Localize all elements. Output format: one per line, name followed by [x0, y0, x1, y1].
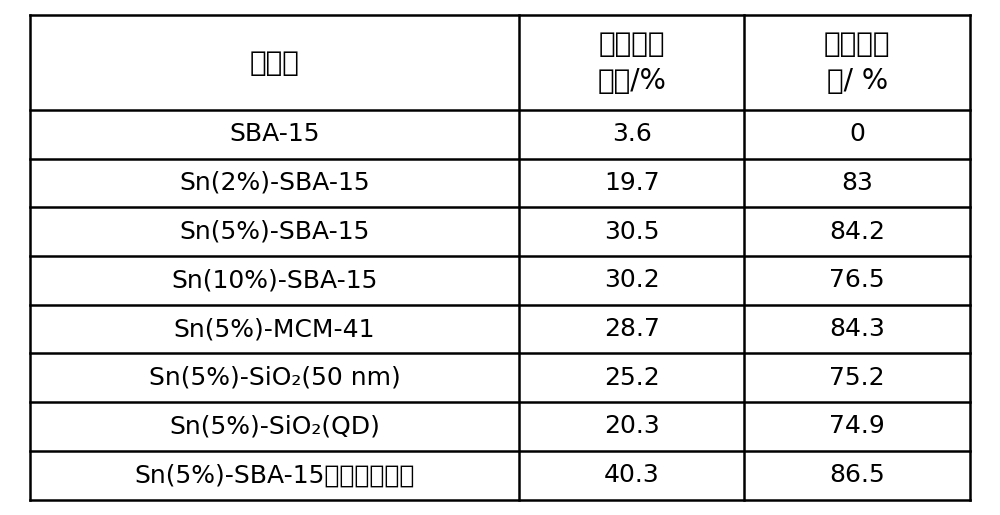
Text: 28.7: 28.7 — [604, 317, 660, 341]
Text: Sn(5%)-SiO₂(QD): Sn(5%)-SiO₂(QD) — [169, 415, 380, 438]
Text: 0: 0 — [849, 122, 865, 146]
Text: Sn(10%)-SBA-15: Sn(10%)-SBA-15 — [171, 268, 378, 293]
Text: 74.9: 74.9 — [829, 415, 885, 438]
Text: 86.5: 86.5 — [829, 463, 885, 487]
Text: SBA-15: SBA-15 — [229, 122, 320, 146]
Text: Sn(5%)-SBA-15（反应溶剂为: Sn(5%)-SBA-15（反应溶剂为 — [134, 463, 415, 487]
Text: 25.2: 25.2 — [604, 366, 659, 390]
Text: 30.2: 30.2 — [604, 268, 659, 293]
Text: 76.5: 76.5 — [829, 268, 885, 293]
Text: 果糖选择
性/ %: 果糖选择 性/ % — [824, 30, 890, 95]
Text: 40.3: 40.3 — [604, 463, 659, 487]
Text: 84.3: 84.3 — [829, 317, 885, 341]
Text: 30.5: 30.5 — [604, 219, 659, 244]
Text: 葡萄糖转
化率/%: 葡萄糖转 化率/% — [597, 30, 666, 95]
Text: 19.7: 19.7 — [604, 171, 659, 195]
Text: Sn(5%)-SBA-15: Sn(5%)-SBA-15 — [179, 219, 370, 244]
Text: Sn(5%)-SiO₂(50 nm): Sn(5%)-SiO₂(50 nm) — [149, 366, 400, 390]
Text: 75.2: 75.2 — [829, 366, 885, 390]
Text: 84.2: 84.2 — [829, 219, 885, 244]
Text: 20.3: 20.3 — [604, 415, 659, 438]
Text: 傅化剂: 傅化剂 — [249, 48, 299, 77]
Text: Sn(5%)-MCM-41: Sn(5%)-MCM-41 — [174, 317, 375, 341]
Text: 3.6: 3.6 — [612, 122, 652, 146]
Text: 83: 83 — [841, 171, 873, 195]
Text: Sn(2%)-SBA-15: Sn(2%)-SBA-15 — [179, 171, 370, 195]
